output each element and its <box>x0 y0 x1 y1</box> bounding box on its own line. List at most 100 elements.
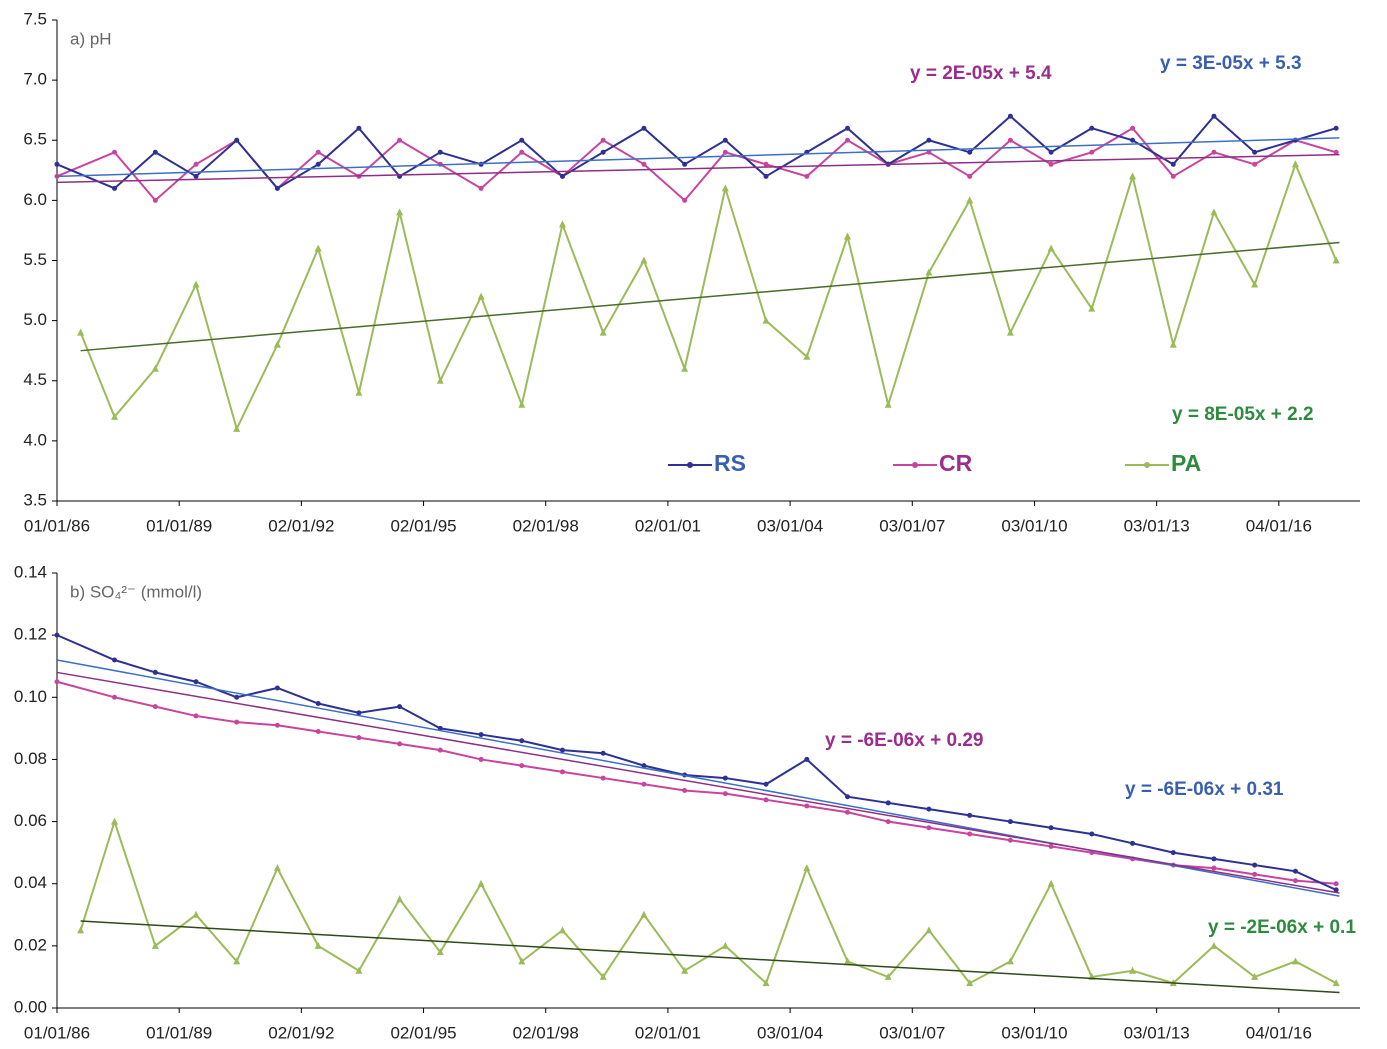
marker <box>152 149 158 155</box>
trend-line <box>56 153 1340 184</box>
x-tick-label: 02/01/98 <box>513 1023 579 1042</box>
marker <box>314 941 322 949</box>
x-tick-label: 03/01/04 <box>757 516 823 535</box>
marker <box>722 775 728 781</box>
trend-equation: y = 2E-05x + 5.4 <box>910 63 1052 84</box>
y-tick-label: 6.0 <box>23 190 47 209</box>
marker <box>762 979 770 987</box>
series-line <box>56 634 1337 891</box>
marker <box>1006 957 1014 965</box>
marker <box>477 879 485 887</box>
marker <box>681 966 689 974</box>
trend-line <box>56 671 1340 894</box>
marker <box>193 173 199 179</box>
marker <box>722 137 728 143</box>
y-tick-label: 0.14 <box>14 562 47 581</box>
trend-line <box>80 241 1340 352</box>
marker <box>1252 149 1258 155</box>
marker <box>234 694 240 700</box>
marker <box>1170 850 1176 856</box>
marker <box>1089 831 1095 837</box>
marker <box>1211 856 1217 862</box>
marker <box>1130 137 1136 143</box>
marker <box>966 196 974 204</box>
y-tick-label: 0.12 <box>14 625 47 644</box>
marker <box>925 268 933 276</box>
marker <box>763 781 769 787</box>
marker <box>77 328 85 336</box>
marker <box>641 763 647 769</box>
marker <box>477 292 485 300</box>
marker <box>1211 149 1217 155</box>
marker <box>845 125 851 131</box>
series-line <box>56 126 1337 202</box>
marker <box>1210 208 1218 216</box>
marker <box>1251 280 1259 288</box>
marker <box>437 149 443 155</box>
marker <box>803 352 811 360</box>
marker <box>274 722 280 728</box>
trend-equation: y = 3E-05x + 5.3 <box>1160 53 1302 74</box>
marker <box>192 280 200 288</box>
series-line <box>56 680 1337 885</box>
marker <box>356 710 362 716</box>
x-tick-label: 01/01/89 <box>146 516 212 535</box>
marker <box>1047 879 1055 887</box>
marker <box>1129 966 1137 974</box>
marker <box>436 948 444 956</box>
marker <box>559 769 565 775</box>
marker <box>1291 957 1299 965</box>
marker <box>682 161 688 167</box>
marker <box>1007 113 1013 119</box>
y-tick-label: 0.02 <box>14 935 47 954</box>
marker <box>478 732 484 738</box>
marker <box>1048 843 1054 849</box>
x-tick-label: 03/01/07 <box>879 1023 945 1042</box>
trend-equation: y = -6E-06x + 0.31 <box>1125 779 1284 800</box>
marker <box>1333 887 1339 893</box>
x-tick-label: 03/01/13 <box>1124 1023 1190 1042</box>
x-tick-label: 04/01/16 <box>1246 516 1312 535</box>
marker <box>844 232 852 240</box>
marker <box>397 741 403 747</box>
marker <box>640 910 648 918</box>
trend-equation: y = -2E-06x + 0.1 <box>1208 917 1356 938</box>
marker <box>804 173 810 179</box>
marker <box>1251 972 1259 980</box>
marker <box>396 895 404 903</box>
marker <box>640 256 648 264</box>
marker <box>763 161 769 167</box>
marker <box>234 719 240 725</box>
marker <box>1047 244 1055 252</box>
marker <box>600 750 606 756</box>
marker <box>315 161 321 167</box>
marker <box>926 149 932 155</box>
marker <box>54 632 60 638</box>
marker <box>1292 878 1298 884</box>
series-line <box>79 818 1337 985</box>
panel-title: b) SO₄²⁻ (mmol/l) <box>70 582 202 601</box>
marker <box>152 669 158 675</box>
marker <box>600 137 606 143</box>
trend-equation: y = 8E-05x + 2.2 <box>1172 404 1314 425</box>
marker <box>559 173 565 179</box>
marker <box>519 738 525 744</box>
marker <box>1292 868 1298 874</box>
legend-label: PA <box>1171 450 1201 476</box>
x-tick-label: 02/01/95 <box>390 1023 456 1042</box>
marker <box>1332 979 1340 987</box>
marker <box>355 966 363 974</box>
marker <box>641 125 647 131</box>
marker <box>1007 819 1013 825</box>
marker <box>804 803 810 809</box>
marker <box>436 376 444 384</box>
marker <box>77 926 85 934</box>
trend-line <box>56 137 1340 178</box>
marker <box>1210 941 1218 949</box>
marker <box>722 791 728 797</box>
x-tick-label: 02/01/92 <box>268 1023 334 1042</box>
marker <box>192 910 200 918</box>
panel-title: a) pH <box>70 29 112 48</box>
marker <box>315 701 321 706</box>
marker <box>722 149 728 155</box>
